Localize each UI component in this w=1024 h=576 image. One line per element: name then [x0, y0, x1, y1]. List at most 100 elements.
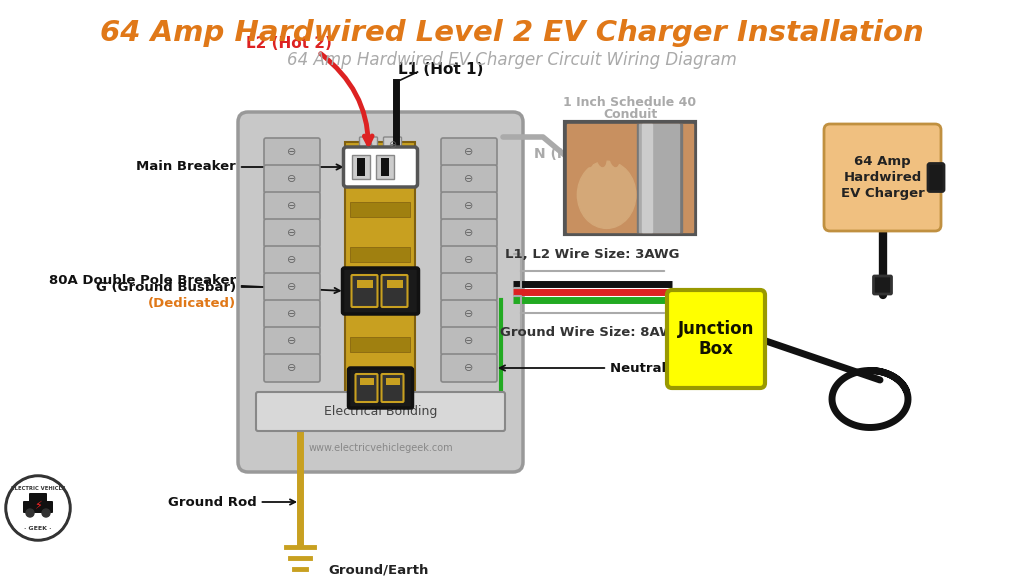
Text: ⊖: ⊖	[464, 282, 474, 292]
Text: · GEEK ·: · GEEK ·	[25, 526, 52, 532]
FancyBboxPatch shape	[264, 219, 319, 247]
Text: ⊖: ⊖	[288, 309, 297, 319]
Bar	[350, 292, 410, 307]
Text: G (Ground Busbar): G (Ground Busbar)	[96, 281, 313, 294]
Bar	[356, 158, 365, 176]
Text: EV Charger: EV Charger	[841, 187, 925, 200]
Bar	[351, 155, 370, 179]
Text: ⊖: ⊖	[464, 228, 474, 238]
FancyBboxPatch shape	[23, 501, 53, 513]
FancyBboxPatch shape	[441, 246, 497, 274]
Circle shape	[42, 509, 50, 517]
Text: L2 (Hot 2): L2 (Hot 2)	[246, 36, 332, 51]
Bar	[381, 158, 388, 176]
Text: ⊖: ⊖	[288, 363, 297, 373]
Text: ⊖: ⊖	[365, 140, 373, 150]
Bar	[567, 124, 693, 232]
Text: ⊖: ⊖	[288, 174, 297, 184]
Text: 64 Amp: 64 Amp	[854, 155, 910, 168]
Bar	[639, 124, 679, 232]
FancyBboxPatch shape	[355, 374, 378, 402]
FancyBboxPatch shape	[238, 112, 523, 472]
FancyBboxPatch shape	[384, 137, 401, 153]
Text: 80A Double Pole Breaker: 80A Double Pole Breaker	[49, 275, 340, 293]
Text: (Dedicated): (Dedicated)	[147, 297, 236, 309]
Bar	[350, 337, 410, 352]
Text: Ground Wire Size: 8AWG: Ground Wire Size: 8AWG	[500, 327, 685, 339]
FancyArrowPatch shape	[321, 54, 372, 144]
Text: ⊖: ⊖	[288, 255, 297, 265]
FancyBboxPatch shape	[342, 268, 419, 314]
Text: 64 Amp Hardwired Level 2 EV Charger Installation: 64 Amp Hardwired Level 2 EV Charger Inst…	[100, 19, 924, 47]
Text: Main Breaker: Main Breaker	[136, 161, 342, 173]
FancyBboxPatch shape	[264, 327, 319, 355]
FancyBboxPatch shape	[343, 147, 418, 187]
Text: Junction: Junction	[678, 320, 755, 338]
Text: ⊖: ⊖	[288, 228, 297, 238]
FancyBboxPatch shape	[928, 164, 944, 191]
Text: Conduit: Conduit	[603, 108, 657, 120]
Bar	[359, 378, 374, 385]
Text: ⊖: ⊖	[388, 140, 396, 150]
FancyBboxPatch shape	[873, 276, 892, 294]
Text: ⊖: ⊖	[288, 336, 297, 346]
Text: 64 Amp Hardwired EV Charger Circuit Wiring Diagram: 64 Amp Hardwired EV Charger Circuit Wiri…	[287, 51, 737, 69]
Text: ⊖: ⊖	[464, 336, 474, 346]
FancyBboxPatch shape	[264, 138, 319, 166]
FancyBboxPatch shape	[359, 137, 378, 153]
Text: ⊖: ⊖	[464, 147, 474, 157]
FancyBboxPatch shape	[565, 122, 695, 234]
FancyBboxPatch shape	[441, 192, 497, 220]
Text: Ground/Earth: Ground/Earth	[328, 563, 428, 576]
FancyBboxPatch shape	[382, 374, 403, 402]
FancyBboxPatch shape	[264, 192, 319, 220]
FancyBboxPatch shape	[441, 354, 497, 382]
Circle shape	[26, 509, 34, 517]
Bar	[642, 124, 652, 232]
Text: www.electricvehiclegeek.com: www.electricvehiclegeek.com	[308, 443, 453, 453]
Text: L1 (Hot 1): L1 (Hot 1)	[397, 63, 483, 78]
FancyBboxPatch shape	[351, 275, 378, 307]
FancyBboxPatch shape	[264, 165, 319, 193]
FancyBboxPatch shape	[264, 246, 319, 274]
Text: ⊖: ⊖	[464, 255, 474, 265]
Bar	[637, 124, 682, 232]
Text: ⚡: ⚡	[34, 501, 42, 511]
Text: ⊖: ⊖	[288, 147, 297, 157]
Text: ⊖: ⊖	[464, 309, 474, 319]
FancyBboxPatch shape	[441, 138, 497, 166]
Text: Neutral Busbar: Neutral Busbar	[500, 362, 723, 374]
FancyBboxPatch shape	[256, 392, 505, 431]
FancyBboxPatch shape	[441, 219, 497, 247]
Bar	[356, 280, 373, 288]
Bar	[376, 155, 393, 179]
Bar	[386, 280, 402, 288]
Circle shape	[6, 476, 70, 540]
FancyBboxPatch shape	[824, 124, 941, 231]
FancyBboxPatch shape	[348, 368, 413, 408]
FancyBboxPatch shape	[441, 300, 497, 328]
Text: N (Neutral): N (Neutral)	[535, 147, 622, 161]
FancyBboxPatch shape	[264, 273, 319, 301]
FancyBboxPatch shape	[264, 354, 319, 382]
FancyBboxPatch shape	[441, 327, 497, 355]
FancyBboxPatch shape	[667, 290, 765, 388]
Text: ⊖: ⊖	[464, 363, 474, 373]
Bar	[350, 202, 410, 217]
Text: Hardwired: Hardwired	[844, 171, 922, 184]
Text: ⊖: ⊖	[464, 174, 474, 184]
FancyBboxPatch shape	[29, 493, 47, 505]
FancyBboxPatch shape	[441, 165, 497, 193]
Text: ⊖: ⊖	[288, 201, 297, 211]
Bar	[385, 378, 399, 385]
Text: L1, L2 Wire Size: 3AWG: L1, L2 Wire Size: 3AWG	[505, 248, 680, 260]
Text: Box: Box	[698, 340, 733, 358]
Ellipse shape	[570, 145, 580, 166]
Circle shape	[8, 478, 68, 538]
Bar	[350, 247, 410, 262]
Text: Ground Rod: Ground Rod	[168, 495, 295, 509]
Text: Electrical Bonding: Electrical Bonding	[324, 405, 437, 418]
Ellipse shape	[584, 145, 593, 166]
FancyBboxPatch shape	[264, 300, 319, 328]
Text: ELECTRIC VEHICLE: ELECTRIC VEHICLE	[10, 487, 66, 491]
